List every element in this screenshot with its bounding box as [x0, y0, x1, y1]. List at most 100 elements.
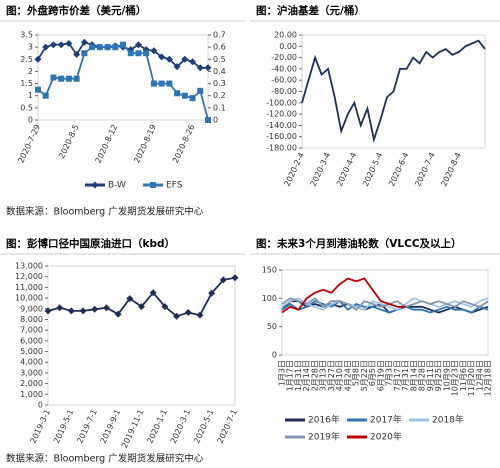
marker	[56, 304, 64, 312]
marker	[181, 92, 188, 99]
marker	[143, 50, 150, 57]
x-tick-label: 4月24日	[343, 360, 352, 391]
x-tick-label: 7月31日	[401, 360, 410, 391]
marker	[174, 90, 181, 97]
marker	[73, 75, 80, 82]
marker	[81, 50, 88, 57]
y-tick-label: -160.00	[266, 132, 297, 141]
y-tick-label: -20.00	[271, 53, 297, 62]
x-tick-label: 10月9日	[442, 360, 451, 391]
y-tick-label: 1,000	[20, 390, 43, 399]
y2-tick-label: 0.2	[213, 91, 226, 100]
x-tick-label: 2020-5-1	[192, 408, 216, 445]
x-tick-label: 2020-8-12	[94, 123, 120, 164]
series-line	[281, 297, 489, 311]
x-tick-label: 2020-4-4	[335, 151, 359, 188]
x-tick-label: 2019-3-1	[29, 408, 53, 445]
marker	[205, 117, 211, 123]
x-tick-label: 6月5日	[368, 360, 377, 386]
series-line	[301, 39, 486, 143]
chart-title: 图：外盘跨市价差（美元/桶）	[6, 4, 146, 17]
x-tick-label: 8月14日	[409, 360, 418, 391]
marker	[126, 295, 134, 303]
marker	[127, 50, 134, 57]
y-tick-label: 3.5	[20, 31, 33, 40]
x-tick-label: 2019-7-1	[75, 408, 99, 445]
series-line	[47, 276, 236, 318]
legend-label: EFS	[166, 181, 183, 191]
x-tick-label: 2020-7-29	[16, 123, 42, 164]
y2-tick-label: 0.5	[213, 55, 226, 64]
marker	[150, 80, 157, 87]
x-tick-label: 7月17日	[393, 360, 402, 391]
y-tick-label: 0	[272, 351, 277, 360]
marker	[173, 63, 181, 71]
marker	[34, 55, 42, 63]
marker	[219, 276, 227, 284]
y-tick-label: 0	[28, 116, 33, 125]
x-tick-label: 1月3日	[278, 360, 287, 386]
y-tick-label: 2	[28, 67, 33, 76]
y-tick-label: 3,000	[20, 368, 43, 377]
marker	[91, 305, 99, 313]
y-tick-label: 11,000	[15, 283, 43, 292]
marker	[120, 41, 126, 48]
marker	[50, 74, 57, 81]
x-tick-label: 2020-8-5	[57, 123, 81, 160]
y-tick-label: 0	[38, 401, 43, 410]
legend-label: 2020年	[370, 431, 402, 443]
y-tick-label: 2.5	[20, 55, 33, 64]
x-tick-label: 2019-11-1	[120, 408, 146, 449]
marker	[65, 75, 72, 82]
x-tick-label: 11月6日	[459, 360, 468, 391]
y-tick-label: 2,000	[20, 379, 43, 388]
legend-label: 2017年	[370, 414, 402, 426]
x-tick-label: 6月19日	[376, 360, 385, 391]
marker	[184, 309, 192, 317]
series-line	[281, 300, 489, 314]
x-tick-label: 2020-8-19	[132, 123, 158, 164]
marker	[42, 92, 49, 99]
y2-tick-label: 0.1	[213, 103, 226, 112]
legend-label: 2019年	[308, 431, 340, 443]
marker	[73, 50, 81, 58]
x-tick-label: 2019-9-1	[99, 408, 123, 445]
y-tick-label: -140.00	[266, 121, 297, 130]
marker	[114, 310, 122, 318]
marker	[57, 41, 65, 49]
y-tick-label: -180.00	[266, 144, 297, 153]
y2-tick-label: 0.3	[213, 79, 226, 88]
marker	[112, 44, 119, 51]
y-tick-label: 20.00	[274, 31, 297, 40]
x-tick-label: 2020-8-4	[439, 151, 463, 188]
marker	[189, 58, 197, 66]
y-tick-label: -40.00	[271, 64, 297, 73]
x-tick-label: 12月4日	[475, 360, 484, 391]
y2-tick-label: 0	[213, 116, 218, 125]
legend: 2016年 2017年 2018年 2019年 2020年	[285, 414, 464, 443]
chart-title: 图：彭博口径中国原油进口（kbd）	[6, 237, 175, 250]
x-tick-label: 2020-1-1	[145, 408, 169, 445]
marker	[204, 64, 212, 72]
marker	[35, 86, 41, 93]
y-tick-label: -120.00	[266, 110, 297, 119]
x-tick-label: 7月3日	[385, 360, 394, 386]
legend-marker	[91, 181, 99, 189]
y-tick-label: 150	[262, 266, 277, 275]
marker	[158, 53, 166, 61]
chart-title: 图：沪油基差（元/桶）	[256, 4, 365, 17]
x-tick-label: 2020-2-4	[283, 151, 307, 188]
y-tick-label: 12,000	[15, 272, 43, 281]
x-tick-label: 12月18日	[484, 360, 493, 396]
marker	[197, 87, 204, 94]
marker	[67, 307, 75, 315]
x-tick-label: 2019-5-1	[52, 408, 76, 445]
x-tick-label: 9月25日	[434, 360, 443, 391]
x-tick-label: 5月8日	[352, 360, 361, 386]
x-tick-label: 9月11日	[426, 360, 435, 391]
source-note: 数据来源：Bloomberg 广发期货发展研究中心	[6, 206, 204, 218]
x-tick-label: 2020-5-4	[361, 151, 385, 188]
marker	[58, 75, 65, 82]
marker	[231, 274, 239, 282]
y2-tick-label: 0.6	[213, 43, 226, 52]
